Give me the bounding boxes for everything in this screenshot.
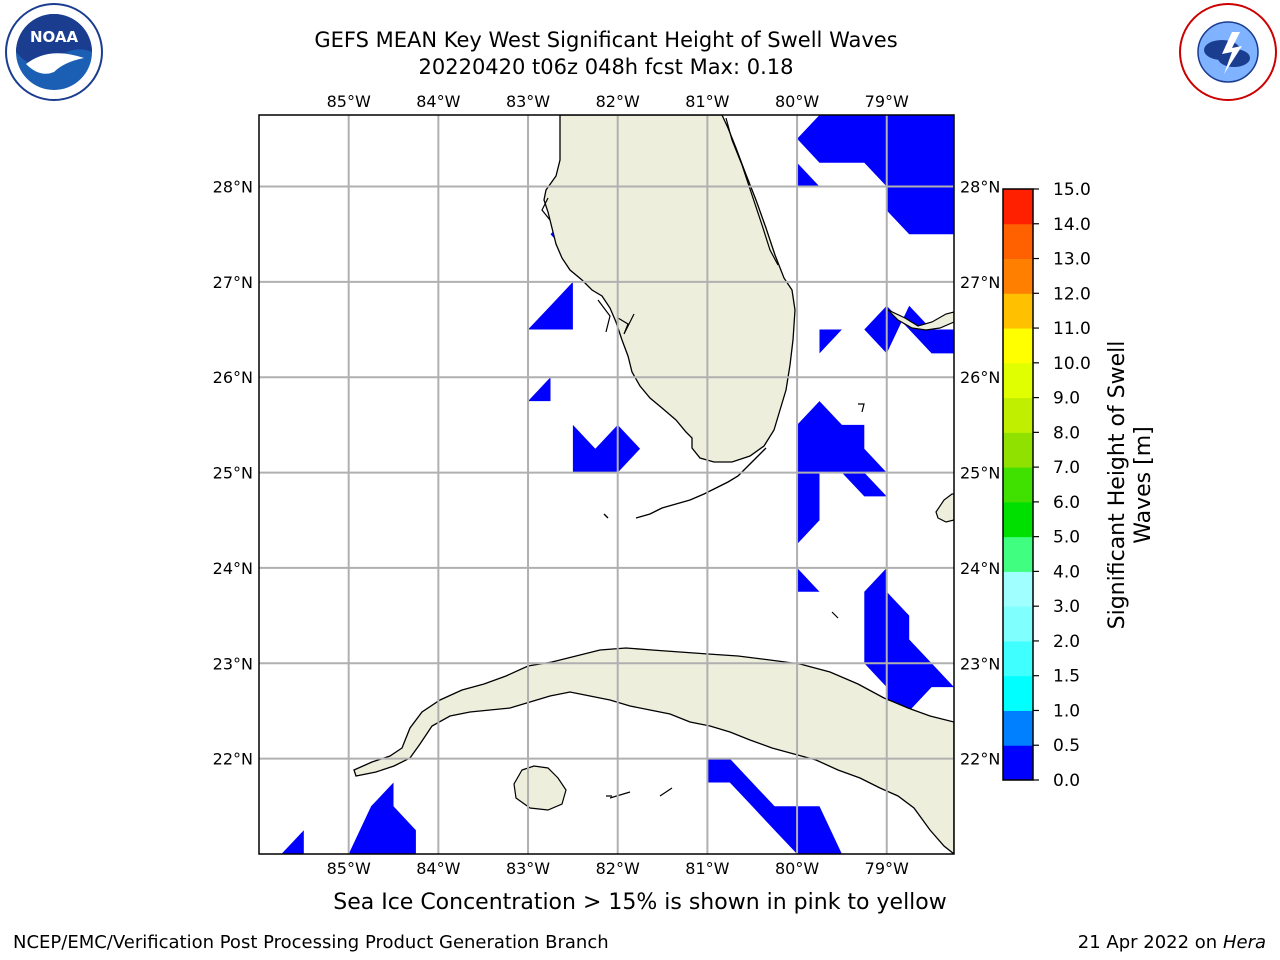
colorbar-segment [1003, 710, 1033, 746]
map-area [259, 115, 954, 854]
colorbar-tick-label: 4.0 [1053, 562, 1080, 582]
swell-patch [797, 115, 954, 235]
colorbar-segment [1003, 293, 1033, 329]
colorbar-tick-label: 14.0 [1053, 215, 1091, 235]
colorbar-segment [1003, 189, 1033, 225]
colorbar-tick-label: 0.5 [1053, 736, 1080, 756]
colorbar-tick-label: 2.0 [1053, 632, 1080, 652]
colorbar-tick-label: 15.0 [1053, 180, 1091, 200]
lon-tick-label-bottom: 85°W [327, 859, 371, 878]
footer-date: 21 Apr 2022 on Hera [1078, 932, 1266, 953]
lat-tick-label-right: 27°N [960, 273, 1000, 292]
florida-keys [603, 447, 767, 519]
lat-tick-label-left: 23°N [213, 654, 253, 673]
colorbar-tick-label: 11.0 [1053, 319, 1091, 339]
lon-tick-label-bottom: 82°W [596, 859, 640, 878]
andros-land [935, 493, 954, 523]
lon-tick-label-top: 84°W [416, 92, 460, 111]
noaa-logo-icon: NOAA [5, 3, 103, 101]
lon-tick-label-bottom: 80°W [775, 859, 819, 878]
colorbar-segment [1003, 432, 1033, 468]
swell-patch [797, 162, 820, 187]
colorbar-segment [1003, 606, 1033, 642]
colorbar-segment [1003, 640, 1033, 677]
florida-land [543, 115, 796, 463]
colorbar-segment [1003, 362, 1033, 399]
lat-tick-label-left: 26°N [213, 368, 253, 387]
bahamas-land [887, 309, 954, 331]
tick-labels: 85°W 85°W 84°W 84°W 83°W 83°W 82°W 82°W 81°W 81°W… [213, 92, 1001, 878]
sea-ice-note: Sea Ice Concentration > 15% is shown in … [333, 890, 947, 915]
lon-tick-label-top: 83°W [506, 92, 550, 111]
colorbar-tick-label: 1.5 [1053, 667, 1080, 687]
colorbar-segment [1003, 258, 1033, 294]
swell-patch [819, 329, 842, 354]
gridlines [259, 115, 954, 854]
lon-tick-label-top: 85°W [327, 92, 371, 111]
lat-tick-label-right: 25°N [960, 464, 1000, 483]
colorbar: 0.0 0.5 1.0 1.5 2.0 3.0 4.0 5.0 6.0 7.0 8.0 9.0 10.0… [1002, 180, 1091, 791]
lat-tick-label-left: 28°N [213, 178, 253, 197]
chart-title: GEFS MEAN Key West Significant Height of… [314, 28, 898, 52]
swell-patch [572, 424, 641, 473]
florida-coast-detail [541, 117, 779, 335]
lat-tick-label-left: 25°N [213, 464, 253, 483]
colorbar-segment [1003, 223, 1033, 260]
colorbar-segment [1003, 467, 1033, 503]
footer-date-text: 21 Apr 2022 on [1077, 932, 1223, 953]
lat-tick-label-left: 22°N [213, 750, 253, 769]
colorbar-tick-label: 0.0 [1053, 771, 1080, 791]
lat-tick-label-right: 28°N [960, 178, 1000, 197]
lon-tick-label-bottom: 81°W [685, 859, 729, 878]
swell-patch [797, 567, 820, 592]
colorbar-label: Significant Height of Swell [1105, 341, 1130, 630]
colorbar-frame [1002, 188, 1034, 781]
lon-tick-label-top: 81°W [685, 92, 729, 111]
colorbar-tick-label: 1.0 [1053, 701, 1080, 721]
colorbar-tick-label: 8.0 [1053, 423, 1080, 443]
lat-tick-label-left: 27°N [213, 273, 253, 292]
colorbar-tick-label: 7.0 [1053, 458, 1080, 478]
colorbar-label-units: Waves [m] [1131, 426, 1156, 543]
lon-tick-label-bottom: 84°W [416, 859, 460, 878]
svg-text:NOAA: NOAA [30, 28, 79, 46]
colorbar-tick-label: 13.0 [1053, 250, 1091, 270]
colorbar-segment [1003, 328, 1033, 364]
swell-patch [528, 377, 551, 402]
footer-credit: NCEP/EMC/Verification Post Processing Pr… [13, 932, 609, 953]
lon-tick-label-bottom: 83°W [506, 859, 550, 878]
lon-tick-label-top: 82°W [596, 92, 640, 111]
colorbar-segment [1003, 501, 1033, 538]
map-frame [258, 114, 955, 855]
colorbar-tick-label: 3.0 [1053, 597, 1080, 617]
colorbar-tick-label: 9.0 [1053, 389, 1080, 409]
colorbar-tick-label: 12.0 [1053, 284, 1091, 304]
colorbar-segment [1003, 675, 1033, 711]
lon-tick-label-top: 79°W [865, 92, 909, 111]
swell-patch [707, 758, 842, 854]
isla-juventud-land [513, 765, 567, 811]
colorbar-tick-label: 5.0 [1053, 528, 1080, 548]
colorbar-segment [1003, 536, 1033, 572]
swell-patch [528, 281, 573, 330]
lat-tick-label-right: 22°N [960, 750, 1000, 769]
colorbar-tick-label: 6.0 [1053, 493, 1080, 513]
colorbar-tick-label: 10.0 [1053, 354, 1091, 374]
lat-tick-label-right: 26°N [960, 368, 1000, 387]
swell-patch [348, 782, 416, 854]
lon-tick-label-top: 80°W [775, 92, 819, 111]
lat-tick-label-right: 24°N [960, 559, 1000, 578]
nws-logo-icon [1179, 3, 1277, 101]
colorbar-segment [1003, 571, 1033, 607]
colorbar-segment [1003, 745, 1033, 781]
swell-patch [281, 830, 304, 854]
lat-tick-label-left: 24°N [213, 559, 253, 578]
colorbar-segment [1003, 397, 1033, 433]
lon-tick-label-bottom: 79°W [865, 859, 909, 878]
chart-subtitle: 20220420 t06z 048h fcst Max: 0.18 [418, 55, 794, 79]
lat-tick-label-right: 23°N [960, 654, 1000, 673]
footer-host: Hera [1222, 932, 1266, 953]
